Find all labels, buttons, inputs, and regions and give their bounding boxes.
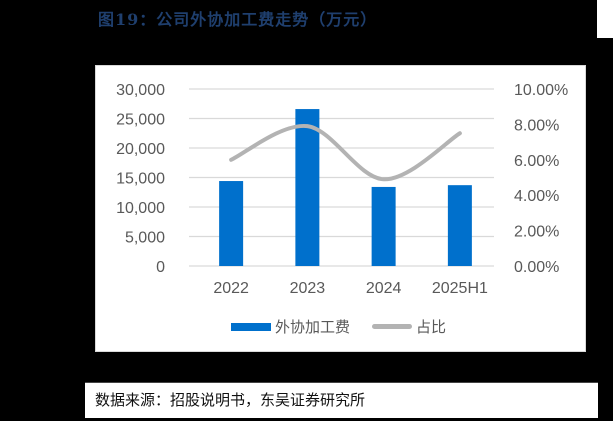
bar-swatch-icon bbox=[231, 322, 271, 331]
left-axis-tick: 20,000 bbox=[116, 141, 165, 158]
bar-2025H1 bbox=[447, 185, 472, 266]
x-axis-label: 2024 bbox=[366, 280, 402, 297]
corner-block bbox=[597, 0, 613, 38]
legend-item-line: 占比 bbox=[372, 316, 446, 337]
left-axis-tick: 30,000 bbox=[116, 82, 165, 99]
left-axis-tick: 15,000 bbox=[116, 171, 165, 188]
left-axis-tick: 5,000 bbox=[125, 230, 165, 247]
right-axis-tick: 2.00% bbox=[514, 224, 559, 241]
chart-area: 0 5,000 10,000 15,000 20,000 25,000 30,000 0.00… bbox=[95, 65, 586, 352]
left-axis-tick: 25,000 bbox=[116, 112, 165, 129]
right-axis-tick: 0.00% bbox=[514, 259, 559, 276]
bar-2023 bbox=[295, 109, 320, 266]
bar-2022 bbox=[219, 181, 244, 266]
right-axis-tick: 4.00% bbox=[514, 188, 559, 205]
source-note: 数据来源：招股说明书，东吴证券研究所 bbox=[85, 382, 598, 418]
x-axis-label: 2025H1 bbox=[432, 280, 488, 297]
left-axis-tick: 10,000 bbox=[116, 200, 165, 217]
line-swatch-icon bbox=[372, 324, 413, 329]
legend-item-bar: 外协加工费 bbox=[231, 316, 350, 337]
right-axis-tick: 6.00% bbox=[514, 153, 559, 170]
x-axis-label: 2022 bbox=[213, 280, 249, 297]
legend: 外协加工费 占比 bbox=[231, 316, 468, 337]
right-axis-tick: 8.00% bbox=[514, 117, 559, 134]
right-axis-tick: 10.00% bbox=[514, 82, 568, 99]
left-axis-tick: 0 bbox=[156, 259, 165, 276]
x-axis-label: 2023 bbox=[290, 280, 326, 297]
legend-label-line: 占比 bbox=[416, 318, 447, 336]
bar-2024 bbox=[371, 186, 396, 266]
ratio-line bbox=[229, 124, 462, 182]
legend-label-bar: 外协加工费 bbox=[275, 318, 351, 336]
figure-title: 图19：公司外协加工费走势（万元） bbox=[98, 10, 378, 29]
combo-chart: 0 5,000 10,000 15,000 20,000 25,000 30,000 0.00… bbox=[116, 82, 568, 297]
